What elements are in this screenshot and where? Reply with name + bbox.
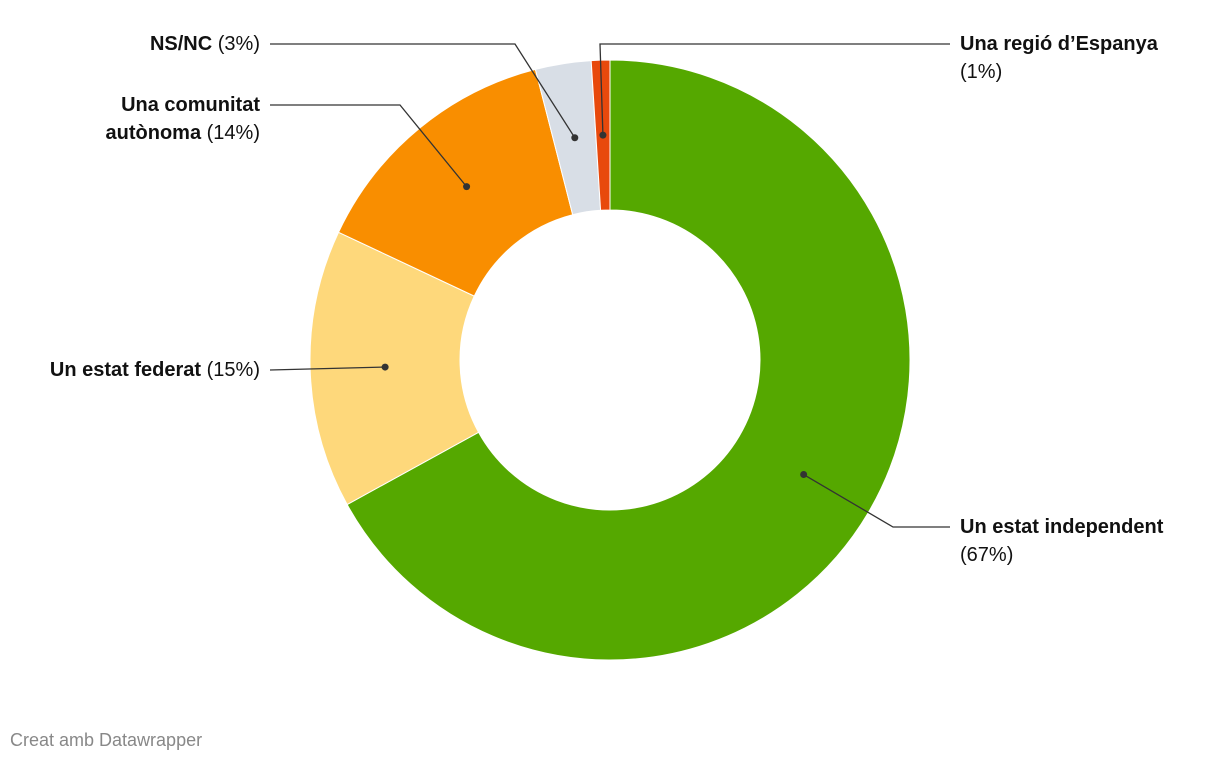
donut-slice [309, 231, 480, 506]
category-label: Un estat federat [49, 359, 202, 381]
donut-slice [337, 68, 574, 297]
category-label: Una regió d’Espanya [960, 33, 1158, 55]
slice-label: Una regió d’Espanya (1%) [960, 30, 1200, 86]
leader-line [270, 104, 468, 188]
leader-dot [599, 131, 607, 139]
leader-line [269, 366, 386, 371]
slice-label: Un estat independent (67%) [960, 513, 1200, 569]
category-label: Un estat independent [960, 516, 1164, 538]
value-label: (1%) [960, 61, 1003, 83]
value-label: (15%) [206, 359, 260, 381]
leader-line [270, 43, 576, 139]
value-label: (14%) [206, 122, 260, 144]
slice-label: NS/NC (3%) [60, 30, 260, 58]
donut-slice [346, 59, 911, 661]
footer: Creat amb Datawrapper [10, 730, 203, 750]
leader-dot [800, 471, 808, 479]
leader-dot [381, 363, 389, 371]
value-label: (3%) [217, 33, 260, 55]
leader-line [599, 43, 950, 136]
leader-dot [571, 134, 579, 142]
category-label: Una comunitat autònoma [105, 94, 260, 144]
leader-line [803, 473, 950, 528]
category-label: NS/NC [149, 33, 213, 55]
leader-dot [463, 183, 471, 191]
value-label: (67%) [960, 544, 1014, 566]
slice-label: Un estat federat (15%) [0, 356, 260, 384]
slice-label: Una comunitat autònoma (14%) [75, 91, 260, 147]
